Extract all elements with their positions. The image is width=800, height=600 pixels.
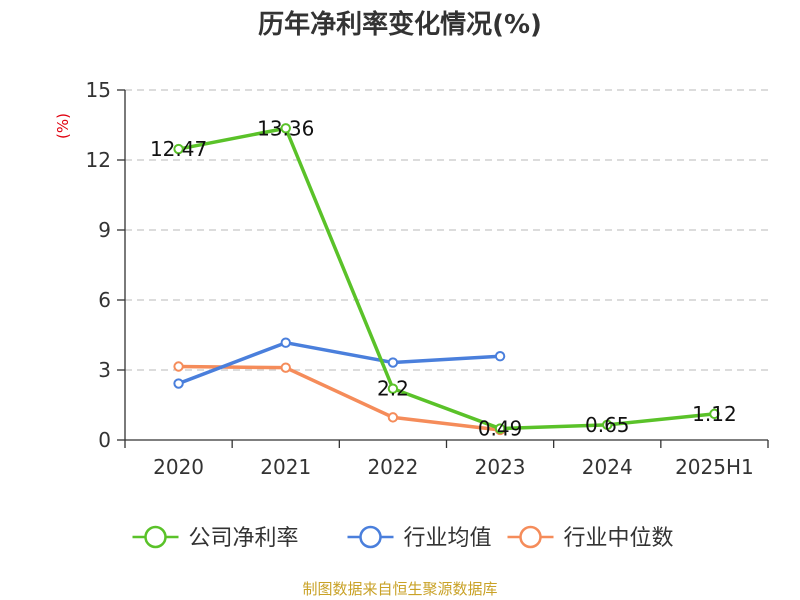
data-label: 12.47 bbox=[150, 137, 207, 161]
data-label: 0.49 bbox=[478, 417, 523, 441]
legend-label: 行业均值 bbox=[404, 526, 492, 551]
chart-title: 历年净利率变化情况(%) bbox=[258, 9, 542, 40]
legend-label: 公司净利率 bbox=[189, 526, 299, 551]
data-point bbox=[602, 419, 613, 431]
data-label: 1.12 bbox=[692, 402, 737, 426]
data-labels: 12.47 13.36 2.2 0.49 0.65 1.12 bbox=[150, 116, 737, 440]
x-tick-label: 2025H1 bbox=[675, 455, 754, 479]
data-point bbox=[173, 143, 184, 155]
data-point bbox=[387, 383, 399, 394]
grid bbox=[125, 89, 768, 371]
source-note: 制图数据来自恒生聚源数据库 bbox=[302, 580, 497, 598]
legend: 公司净利率 行业均值 行业中位数 bbox=[132, 525, 674, 551]
data-point bbox=[280, 362, 291, 373]
data-point bbox=[387, 357, 399, 368]
data-point bbox=[173, 378, 184, 389]
data-point bbox=[494, 423, 506, 434]
data-point bbox=[280, 337, 291, 348]
y-tick-label: 9 bbox=[98, 218, 111, 242]
y-tick-label: 3 bbox=[98, 358, 111, 382]
data-label: 13.36 bbox=[257, 116, 314, 140]
legend-marker bbox=[519, 525, 542, 549]
axes: 0 3 6 9 12 15 2020 2021 2022 2023 2024 2025H1 bbox=[86, 78, 769, 479]
y-tick-label: 15 bbox=[86, 78, 111, 102]
legend-label: 行业中位数 bbox=[564, 526, 674, 551]
series-lines bbox=[173, 123, 720, 436]
x-tick-label: 2020 bbox=[153, 455, 204, 479]
data-point bbox=[494, 351, 506, 362]
legend-marker bbox=[359, 525, 382, 549]
y-tick-label: 0 bbox=[98, 428, 111, 452]
data-label: 2.2 bbox=[377, 377, 409, 401]
data-point bbox=[387, 412, 399, 423]
data-label: 0.65 bbox=[585, 413, 630, 437]
series-line bbox=[176, 364, 502, 432]
data-point bbox=[173, 361, 184, 372]
x-tick-label: 2021 bbox=[260, 455, 311, 479]
y-tick-label: 12 bbox=[86, 148, 111, 172]
legend-marker bbox=[144, 525, 167, 549]
x-tick-label: 2024 bbox=[582, 455, 633, 479]
data-point bbox=[280, 123, 291, 134]
y-axis-unit: (%) bbox=[54, 113, 72, 139]
y-tick-label: 6 bbox=[98, 288, 111, 312]
x-tick-label: 2023 bbox=[475, 455, 526, 479]
x-tick-label: 2022 bbox=[367, 455, 418, 479]
data-point bbox=[709, 408, 720, 420]
series-line bbox=[176, 340, 502, 386]
series-line bbox=[176, 126, 717, 431]
